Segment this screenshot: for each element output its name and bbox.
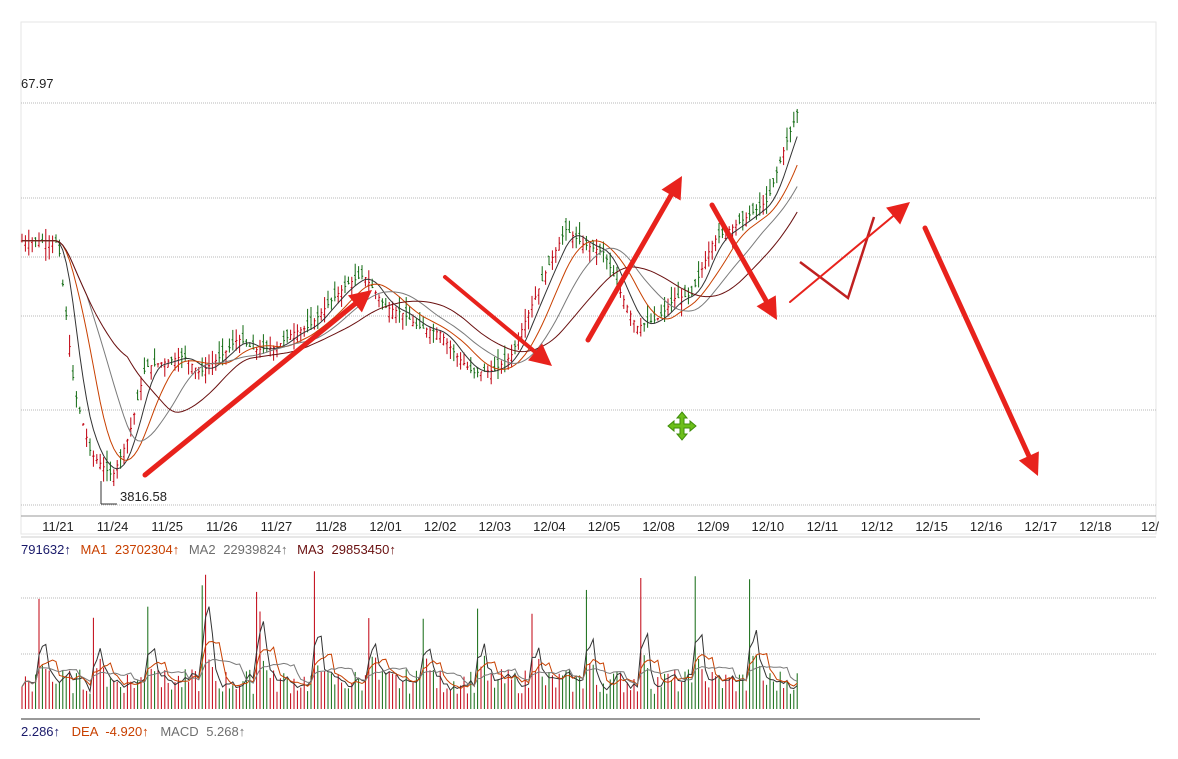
x-axis-label: 11/26 [206, 519, 238, 534]
zigzag-projection [799, 216, 876, 301]
main-chart-frame [20, 21, 1157, 535]
volume-value: 791632↑ [21, 542, 71, 557]
volume-header: 791632↑ MA1 23702304↑ MA2 22939824↑ MA3 … [21, 542, 396, 557]
macd-label: MACD [160, 724, 198, 739]
volume-ma-line [21, 640, 798, 690]
trend-arrow-shaft [142, 301, 358, 478]
price-ma-line [22, 136, 798, 470]
volume-gridlines [21, 597, 1156, 655]
x-axis-label: 12/10 [752, 519, 785, 534]
x-axis-label: 12/ [1141, 519, 1159, 534]
trend-arrow-head [528, 343, 552, 366]
price-top-label: 67.97 [21, 76, 54, 91]
x-axis-label: 12/12 [861, 519, 894, 534]
x-axis-label: 12/05 [588, 519, 621, 534]
volume-bars [21, 571, 798, 709]
dea-label: DEA [72, 724, 99, 739]
price-ma-line [22, 186, 798, 442]
trend-arrow-head [756, 295, 777, 320]
ma3-label: MA3 [297, 542, 324, 557]
trend-arrow-head [347, 290, 372, 313]
x-axis-labels: 11/21 11/24 11/25 11/26 11/27 11/28 12/01 12/02… [42, 519, 1159, 534]
dea-value: -4.920↑ [105, 724, 148, 739]
x-axis-label: 12/18 [1079, 519, 1112, 534]
macd-value: 5.268↑ [206, 724, 245, 739]
x-axis-label: 12/01 [369, 519, 402, 534]
trend-arrow-head [1018, 451, 1039, 476]
macd-header: 2.286↑ DEA -4.920↑ MACD 5.268↑ [21, 724, 245, 739]
x-axis-label: 12/11 [807, 519, 839, 534]
x-axis-label: 11/25 [151, 519, 183, 534]
x-axis-label: 12/15 [915, 519, 948, 534]
move-cursor-icon[interactable] [667, 411, 697, 441]
price-candles [20, 108, 799, 487]
low-marker [100, 481, 117, 505]
trend-arrow-shaft [585, 192, 674, 343]
low-price-label: 3816.58 [120, 489, 167, 504]
volume-ma-line [21, 606, 798, 694]
x-axis-label: 11/27 [261, 519, 293, 534]
trend-arrow-head [661, 176, 682, 201]
price-moving-averages [22, 136, 798, 470]
x-axis-label: 11/24 [97, 519, 129, 534]
trend-arrow-shaft [789, 215, 895, 303]
diff-value: 2.286↑ [21, 724, 60, 739]
x-axis-label: 12/09 [697, 519, 730, 534]
x-axis-label: 12/03 [479, 519, 512, 534]
price-ma-line [22, 211, 798, 413]
ma2-value: 22939824↑ [223, 542, 287, 557]
x-axis-label: 12/02 [424, 519, 457, 534]
volume-ma-line [21, 658, 798, 687]
x-axis-label: 11/28 [315, 519, 347, 534]
ma3-value: 29853450↑ [332, 542, 396, 557]
price-ma-line [22, 164, 798, 461]
trend-arrow-shaft [443, 275, 538, 354]
ma2-label: MA2 [189, 542, 216, 557]
ma1-value: 23702304↑ [115, 542, 179, 557]
trend-arrow-shaft [922, 225, 1032, 459]
x-axis-label: 12/04 [533, 519, 566, 534]
x-axis-label: 12/16 [970, 519, 1003, 534]
trend-arrows [142, 176, 1039, 478]
trend-arrow-head [886, 202, 910, 225]
trend-arrow-shaft [709, 202, 769, 304]
x-axis-label: 12/08 [642, 519, 675, 534]
x-axis-label: 12/17 [1025, 519, 1058, 534]
volume-moving-averages [21, 606, 798, 694]
ma1-label: MA1 [81, 542, 108, 557]
x-axis-label: 11/21 [42, 519, 74, 534]
